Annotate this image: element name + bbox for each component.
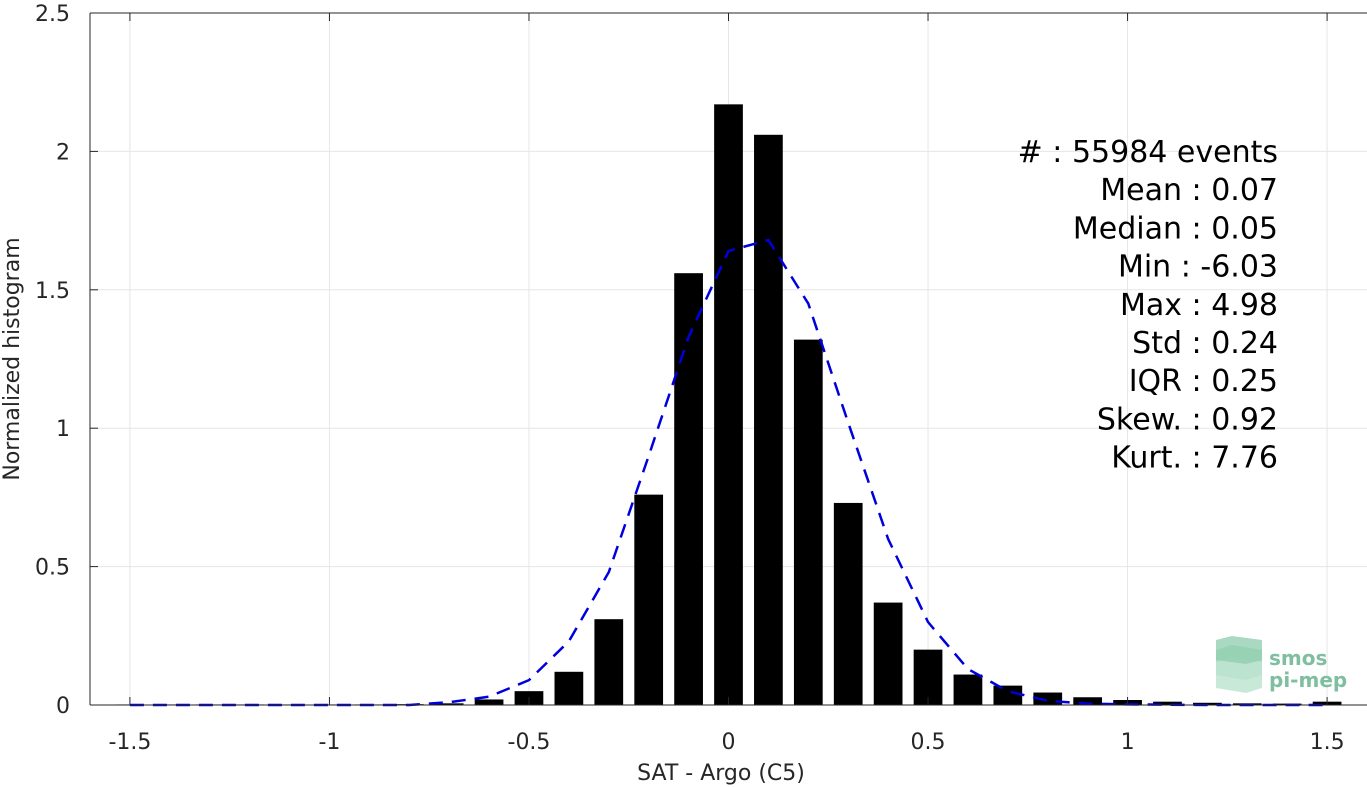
logo-line2: pi-mep — [1269, 668, 1347, 692]
y-tick-label: 1 — [56, 417, 70, 442]
smos-pimep-logo: smos pi-mep — [1216, 636, 1347, 693]
histogram-bar — [833, 502, 863, 705]
stat-line: Median : 0.05 — [1073, 211, 1278, 246]
histogram-bar — [793, 339, 823, 705]
histogram-bar — [474, 699, 504, 705]
x-axis-label: SAT - Argo (C5) — [637, 761, 805, 786]
stat-line: # : 55984 events — [1018, 135, 1278, 170]
x-tick-labels: -1.5 -1 -0.5 0 0.5 1 1.5 — [108, 730, 1344, 755]
x-tick-label: 1.5 — [1310, 730, 1345, 755]
histogram-bar — [434, 703, 464, 705]
stat-line: Kurt. : 7.76 — [1111, 441, 1278, 476]
x-tick-label: 0.5 — [911, 730, 946, 755]
stat-line: Max : 4.98 — [1120, 288, 1278, 323]
histogram-bar — [1033, 692, 1063, 705]
x-tick-label: 1 — [1121, 730, 1135, 755]
histogram-bar — [594, 619, 624, 705]
bars — [115, 104, 1342, 706]
histogram-bar — [634, 494, 664, 705]
histogram-bar — [1073, 697, 1103, 705]
logo-line1: smos — [1269, 646, 1327, 670]
x-tick-label: -1.5 — [108, 730, 151, 755]
stat-line: IQR : 0.25 — [1129, 364, 1278, 399]
y-tick-labels: 0 0.5 1 1.5 2 2.5 — [35, 2, 70, 719]
histogram-bar — [953, 674, 983, 705]
x-tick-label: 0 — [722, 730, 736, 755]
axes — [89, 12, 1367, 706]
stat-line: Skew. : 0.92 — [1097, 402, 1278, 437]
histogram-bar — [873, 602, 903, 705]
stat-line: Min : -6.03 — [1118, 250, 1278, 285]
histogram-bar — [714, 104, 743, 706]
y-tick-label: 0.5 — [35, 556, 70, 581]
logo-emblem-icon — [1216, 636, 1262, 693]
y-tick-label: 0 — [56, 694, 70, 719]
x-tick-label: -1 — [318, 730, 340, 755]
histogram-bar — [674, 273, 703, 705]
histogram-bar — [913, 649, 943, 705]
histogram-bar — [1153, 701, 1182, 705]
histogram-bar — [993, 685, 1023, 705]
stat-line: Std : 0.24 — [1132, 326, 1278, 361]
y-axis-label: Normalized histogram — [0, 237, 25, 480]
y-tick-label: 2.5 — [35, 2, 70, 27]
histogram-bar — [754, 134, 783, 706]
y-tick-label: 2 — [56, 140, 70, 165]
y-tick-label: 1.5 — [35, 279, 70, 304]
histogram-bar — [554, 671, 584, 705]
stat-line: Mean : 0.07 — [1100, 173, 1278, 208]
x-tick-label: -0.5 — [508, 730, 551, 755]
